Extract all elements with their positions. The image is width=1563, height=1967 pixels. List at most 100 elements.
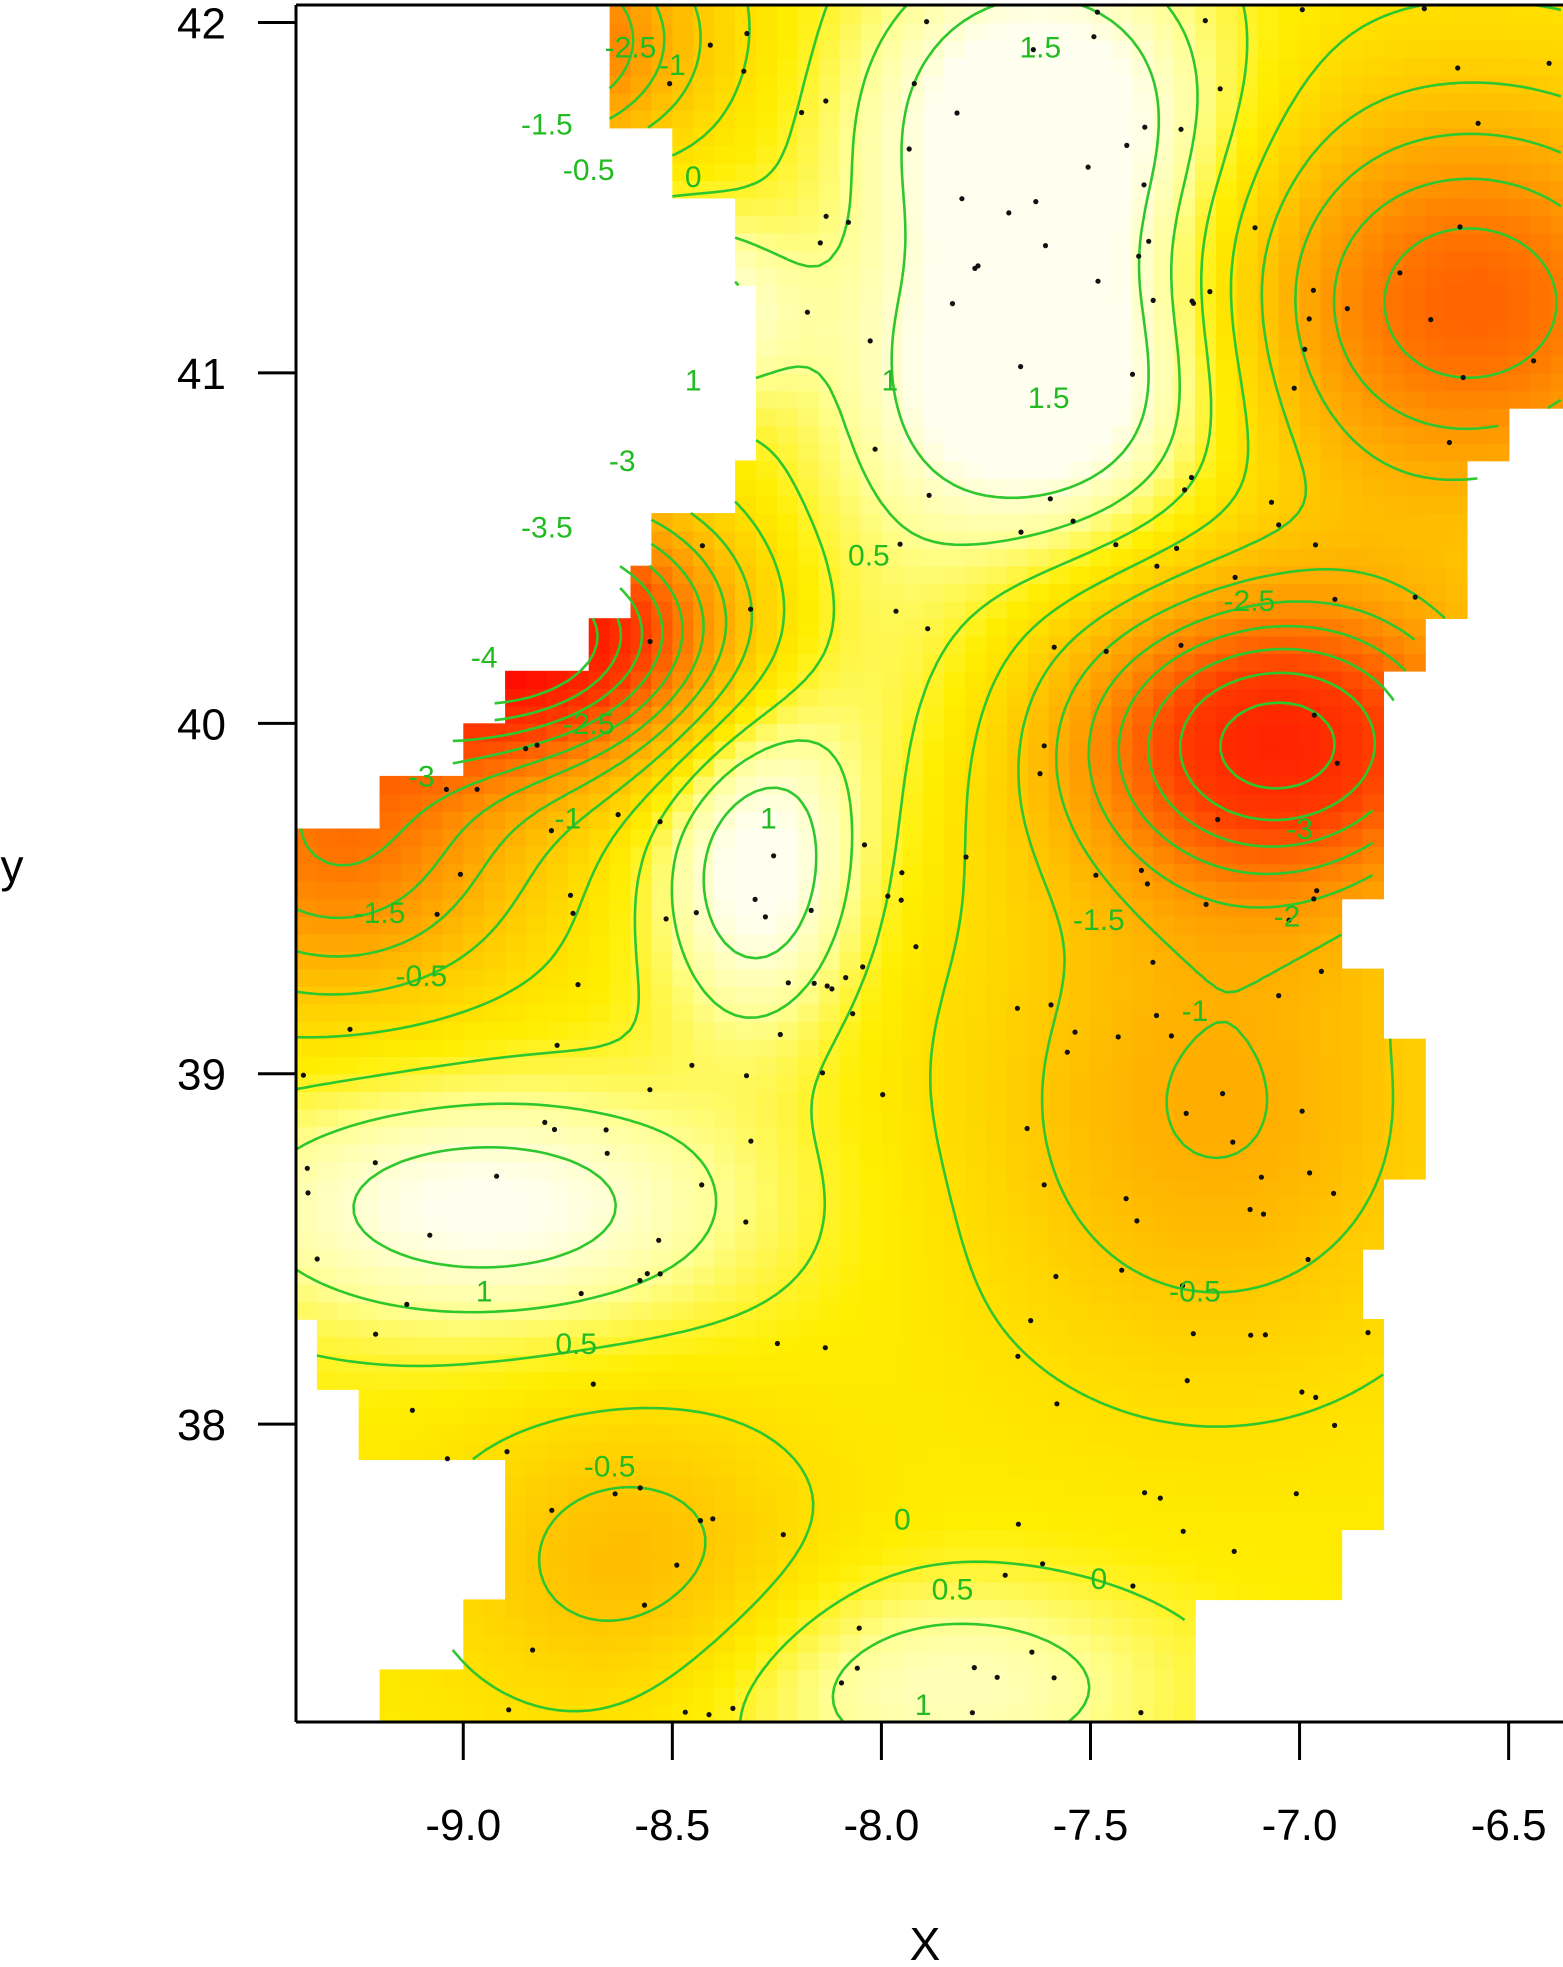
heat-cell	[1153, 215, 1175, 234]
heat-cell	[672, 40, 694, 59]
heat-cell	[860, 1301, 883, 1320]
heat-cell	[756, 1406, 778, 1425]
heat-cell	[756, 110, 778, 129]
heat-cell	[505, 1178, 527, 1198]
heat-cell	[505, 1073, 527, 1092]
heat-cell	[1048, 1511, 1071, 1531]
heat-cell	[1404, 495, 1426, 514]
heat-cell	[379, 1319, 402, 1338]
heat-cell	[860, 1687, 883, 1706]
heat-cell	[797, 1336, 820, 1355]
heat-cell	[1027, 127, 1050, 146]
heat-cell	[1006, 22, 1029, 41]
heat-cell	[505, 793, 527, 812]
heat-cell	[1508, 320, 1531, 339]
heat-cell	[567, 1494, 590, 1513]
heat-cell	[1048, 653, 1071, 672]
heat-cell	[1466, 145, 1489, 164]
heat-cell	[1362, 478, 1384, 497]
heat-cell	[1132, 548, 1154, 567]
heat-cell	[1006, 1546, 1029, 1566]
heat-cell	[358, 951, 381, 970]
heat-cell	[1341, 267, 1364, 287]
heat-cell	[442, 1161, 465, 1180]
heat-cell	[1299, 1476, 1322, 1495]
heat-cell	[923, 1231, 945, 1250]
heat-cell	[1027, 232, 1050, 252]
heat-cell	[588, 1389, 611, 1408]
heat-cell	[1027, 828, 1050, 847]
heat-cell	[860, 548, 883, 567]
heat-cell	[860, 863, 883, 882]
heat-cell	[693, 1248, 715, 1268]
heat-cell	[1508, 162, 1531, 181]
contour-label: 1	[915, 1689, 932, 1722]
heat-cell	[567, 968, 590, 987]
heat-cell	[1299, 1178, 1322, 1198]
heat-cell	[651, 986, 674, 1005]
heat-cell	[986, 723, 1008, 742]
heat-cell	[776, 40, 799, 59]
heat-cell	[609, 1056, 632, 1075]
heat-cell	[1153, 1529, 1175, 1548]
heat-cell	[1215, 881, 1238, 900]
heat-cell	[776, 5, 799, 24]
heat-cell	[756, 916, 778, 935]
heat-cell	[567, 1091, 590, 1110]
heat-cell	[651, 1091, 674, 1110]
heat-cell	[860, 793, 883, 812]
heat-cell	[797, 1704, 820, 1722]
heat-cell	[546, 810, 569, 830]
heat-cell	[1069, 653, 1092, 672]
heat-cell	[902, 916, 924, 935]
heat-cell	[672, 1091, 694, 1110]
heat-cell	[1383, 162, 1405, 181]
heat-cell	[526, 1073, 548, 1092]
heat-cell	[379, 916, 402, 935]
heat-cell	[1048, 460, 1071, 479]
heat-cell	[797, 583, 820, 602]
heat-cell	[965, 1319, 987, 1338]
heat-cell	[902, 1021, 924, 1040]
heat-cell	[630, 1669, 653, 1688]
heat-cell	[1550, 232, 1563, 252]
heat-cell	[756, 320, 778, 339]
heat-cell	[902, 1634, 924, 1653]
heat-cell	[986, 1546, 1008, 1566]
y-tick-label: 38	[177, 1401, 226, 1450]
heat-cell	[400, 916, 423, 935]
heat-cell	[693, 1301, 715, 1320]
heat-cell	[1090, 1056, 1113, 1075]
heat-cell	[1174, 1651, 1196, 1671]
heat-cell	[651, 1546, 674, 1566]
heat-cell	[1362, 285, 1384, 304]
heat-cell	[714, 1301, 736, 1320]
sample-point	[567, 892, 574, 898]
heat-cell	[1508, 302, 1531, 322]
heat-cell	[1111, 250, 1134, 269]
heat-cell	[923, 1424, 945, 1443]
heat-cell	[1174, 127, 1196, 146]
heat-cell	[902, 670, 924, 690]
heat-cell	[860, 267, 883, 287]
heat-cell	[421, 1336, 444, 1355]
heat-cell	[1299, 1126, 1322, 1145]
heat-cell	[651, 1056, 674, 1075]
heat-cell	[965, 775, 987, 795]
heat-cell	[1090, 145, 1113, 164]
heat-cell	[1069, 1354, 1092, 1373]
heat-cell	[1048, 688, 1071, 707]
heat-cell	[1132, 530, 1154, 549]
heat-cell	[316, 1161, 339, 1180]
heat-cell	[1257, 723, 1280, 742]
heat-cell	[1466, 127, 1489, 146]
heat-cell	[1257, 1143, 1280, 1163]
heat-cell	[965, 1651, 987, 1671]
sample-point	[823, 213, 829, 219]
heat-cell	[1111, 408, 1134, 427]
heat-cell	[776, 653, 799, 672]
heat-cell	[1215, 705, 1238, 725]
heat-cell	[986, 75, 1008, 94]
heat-cell	[526, 916, 548, 935]
heat-cell	[1006, 530, 1029, 549]
